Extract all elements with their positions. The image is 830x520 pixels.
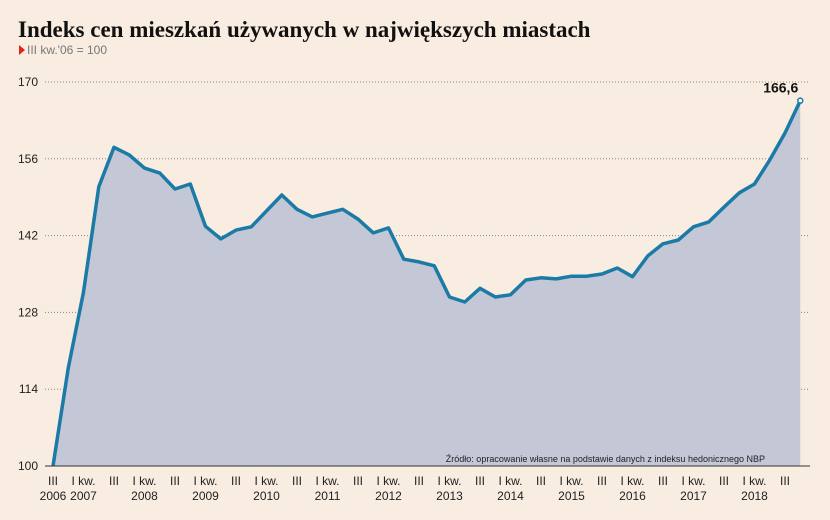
x-tick-label: III <box>109 474 119 488</box>
x-year-label: 2010 <box>253 489 280 503</box>
x-tick-label: III <box>719 474 729 488</box>
y-tick-label: 100 <box>18 459 38 473</box>
x-tick-label: I kw. <box>315 474 339 488</box>
end-point <box>797 97 804 104</box>
x-tick-label: I kw. <box>376 474 400 488</box>
x-tick-label: I kw. <box>620 474 644 488</box>
y-tick-label: 128 <box>18 305 38 319</box>
x-tick-label: I kw. <box>132 474 156 488</box>
y-tick-label: 156 <box>18 152 38 166</box>
x-tick-label: III <box>475 474 485 488</box>
x-year-label: 2015 <box>558 489 585 503</box>
x-tick-label: I kw. <box>498 474 522 488</box>
x-year-label: 2008 <box>131 489 158 503</box>
chart-subtitle: III kw.'06 = 100 <box>27 43 107 57</box>
y-tick-label: 142 <box>18 229 38 243</box>
x-tick-label: I kw. <box>71 474 95 488</box>
x-year-label: 2014 <box>497 489 524 503</box>
x-tick-label: III <box>48 474 58 488</box>
x-tick-label: III <box>414 474 424 488</box>
x-year-label: 2009 <box>192 489 219 503</box>
y-tick-label: 170 <box>18 75 38 89</box>
x-year-label: 2018 <box>741 489 768 503</box>
line <box>51 99 802 467</box>
x-tick-label: III <box>780 474 790 488</box>
x-tick-label: III <box>536 474 546 488</box>
x-tick-label: III <box>170 474 180 488</box>
chart-title: Indeks cen mieszkań używanych w najwięks… <box>18 17 591 42</box>
x-year-label: 2017 <box>680 489 707 503</box>
x-tick-label: III <box>231 474 241 488</box>
x-tick-label: III <box>292 474 302 488</box>
x-tick-label: I kw. <box>742 474 766 488</box>
source-note: Źródło: opracowanie własne na podstawie … <box>446 454 765 464</box>
x-tick-label: III <box>597 474 607 488</box>
subtitle-marker <box>19 45 25 55</box>
area <box>53 100 801 466</box>
x-tick-label: III <box>658 474 668 488</box>
x-year-label: 2013 <box>436 489 463 503</box>
x-tick-label: I kw. <box>559 474 583 488</box>
x-year-label: 2007 <box>70 489 97 503</box>
x-tick-label: I kw. <box>681 474 705 488</box>
x-year-label: 2011 <box>315 489 341 503</box>
y-tick-label: 114 <box>19 382 38 396</box>
x-tick-label: I kw. <box>193 474 217 488</box>
x-tick-label: I kw. <box>437 474 461 488</box>
x-year-label: 2016 <box>619 489 646 503</box>
x-year-label: 2012 <box>375 489 402 503</box>
x-tick-label: I kw. <box>254 474 278 488</box>
value-label: 166,6 <box>763 80 798 96</box>
x-year-label: 2006 <box>40 489 67 503</box>
x-tick-label: III <box>353 474 363 488</box>
